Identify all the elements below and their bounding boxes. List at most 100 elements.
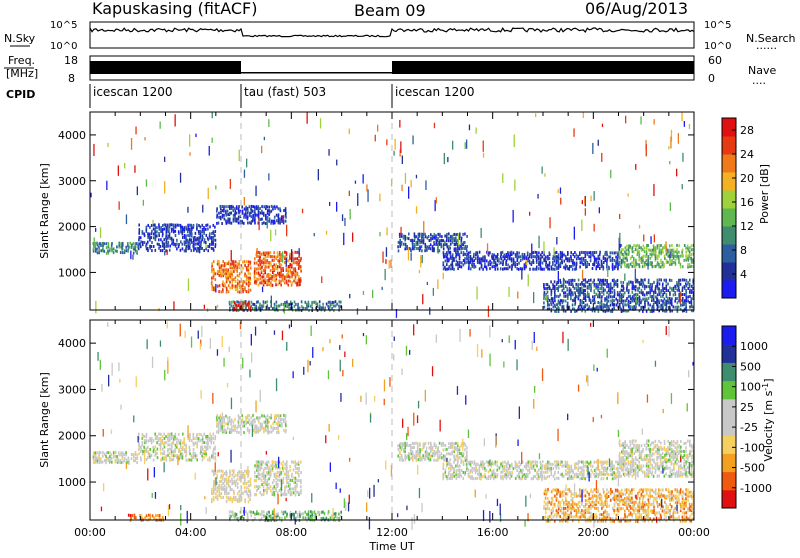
- power-echo-cell: [651, 261, 653, 264]
- power-echo-cell: [587, 251, 589, 254]
- power-echo-cell: [641, 259, 643, 262]
- power-echo-cell: [221, 205, 223, 208]
- power-echo-cell: [205, 224, 207, 227]
- power-echo-cell: [187, 224, 189, 227]
- velocity-echo-cell: [153, 459, 155, 462]
- power-echo-cell: [401, 241, 403, 244]
- power-echo-cell: [277, 251, 279, 254]
- velocity-echo-cell: [267, 511, 269, 514]
- power-echo-cell: [317, 303, 319, 306]
- velocity-echo-cell: [270, 485, 272, 488]
- power-echo-cell: [160, 249, 162, 252]
- velocity-echo-cell: [266, 471, 268, 474]
- power-scatter-cell: [372, 290, 373, 298]
- power-echo-cell: [139, 228, 141, 231]
- power-echo-cell: [410, 239, 412, 242]
- power-echo-cell: [538, 267, 540, 270]
- power-scatter-cell: [320, 118, 321, 128]
- power-echo-cell: [678, 251, 680, 254]
- power-echo-cell: [459, 233, 461, 236]
- power-echo-cell: [417, 247, 419, 250]
- power-echo-cell: [675, 255, 677, 258]
- velocity-echo-cell: [266, 461, 268, 464]
- power-echo-cell: [398, 241, 400, 244]
- power-echo-cell: [652, 249, 654, 252]
- velocity-echo-cell: [233, 421, 235, 424]
- power-echo-cell: [267, 205, 269, 208]
- power-echo-cell: [536, 266, 538, 269]
- power-echo-cell: [155, 249, 157, 252]
- velocity-echo-cell: [300, 479, 302, 482]
- velocity-echo-cell: [256, 489, 258, 492]
- power-scatter-cell: [682, 153, 683, 162]
- power-scatter-cell: [385, 269, 386, 280]
- velocity-echo-cell: [284, 463, 286, 466]
- power-echo-cell: [567, 302, 569, 305]
- power-echo-cell: [604, 283, 606, 286]
- power-echo-cell: [543, 283, 545, 286]
- velocity-echo-cell: [214, 446, 216, 449]
- power-echo-cell: [205, 228, 207, 231]
- velocity-echo-cell: [261, 513, 263, 516]
- power-echo-cell: [230, 263, 232, 266]
- power-scatter-cell: [344, 218, 345, 226]
- velocity-echo-cell: [152, 514, 154, 517]
- velocity-echo-cell: [174, 450, 176, 453]
- velocity-echo-cell: [542, 460, 544, 463]
- power-echo-cell: [273, 259, 275, 262]
- velocity-echo-cell: [261, 483, 263, 486]
- velocity-echo-cell: [277, 471, 279, 474]
- power-echo-cell: [98, 246, 100, 249]
- power-echo-cell: [263, 300, 265, 303]
- power-echo-cell: [219, 267, 221, 270]
- velocity-echo-cell: [213, 496, 215, 499]
- power-echo-cell: [650, 283, 652, 286]
- velocity-echo-cell: [298, 467, 300, 470]
- velocity-echo-cell: [251, 416, 253, 419]
- velocity-echo-cell: [226, 500, 228, 503]
- velocity-echo-cell: [254, 485, 256, 488]
- power-scatter-cell: [106, 181, 107, 190]
- velocity-echo-cell: [151, 437, 153, 440]
- power-echo-cell: [604, 304, 606, 307]
- velocity-echo-cell: [267, 419, 269, 422]
- power-scatter-cell: [349, 294, 350, 298]
- power-echo-cell: [464, 233, 466, 236]
- velocity-echo-cell: [244, 470, 246, 473]
- velocity-echo-cell: [289, 483, 291, 486]
- velocity-echo-cell: [267, 479, 269, 482]
- power-scatter-cell: [95, 228, 96, 232]
- velocity-echo-cell: [247, 513, 249, 516]
- power-echo-cell: [254, 267, 256, 270]
- power-echo-cell: [464, 257, 466, 260]
- velocity-echo-cell: [545, 471, 547, 474]
- power-echo-cell: [238, 208, 240, 211]
- velocity-echo-cell: [441, 456, 443, 459]
- velocity-echo-cell: [233, 490, 235, 493]
- power-echo-cell: [270, 284, 272, 287]
- velocity-echo-cell: [226, 478, 228, 481]
- power-echo-cell: [547, 264, 549, 267]
- velocity-echo-cell: [142, 433, 144, 436]
- power-echo-cell: [154, 224, 156, 227]
- power-echo-cell: [175, 230, 177, 233]
- velocity-echo-cell: [140, 448, 142, 451]
- power-echo-cell: [173, 239, 175, 242]
- velocity-echo-cell: [261, 466, 263, 469]
- power-scatter-cell: [582, 200, 583, 204]
- power-scatter-cell: [654, 119, 655, 124]
- power-echo-cell: [279, 304, 281, 307]
- power-echo-cell: [185, 234, 187, 237]
- power-scatter-cell: [549, 217, 550, 228]
- power-echo-cell: [163, 228, 165, 231]
- power-echo-cell: [604, 279, 606, 282]
- power-echo-cell: [136, 250, 138, 253]
- power-scatter-cell: [208, 188, 209, 199]
- power-echo-cell: [617, 279, 619, 282]
- velocity-echo-cell: [211, 488, 213, 491]
- power-echo-cell: [610, 255, 612, 258]
- power-echo-cell: [108, 242, 110, 245]
- power-echo-cell: [588, 293, 590, 296]
- velocity-echo-cell: [477, 469, 479, 472]
- power-scatter-cell: [239, 150, 240, 161]
